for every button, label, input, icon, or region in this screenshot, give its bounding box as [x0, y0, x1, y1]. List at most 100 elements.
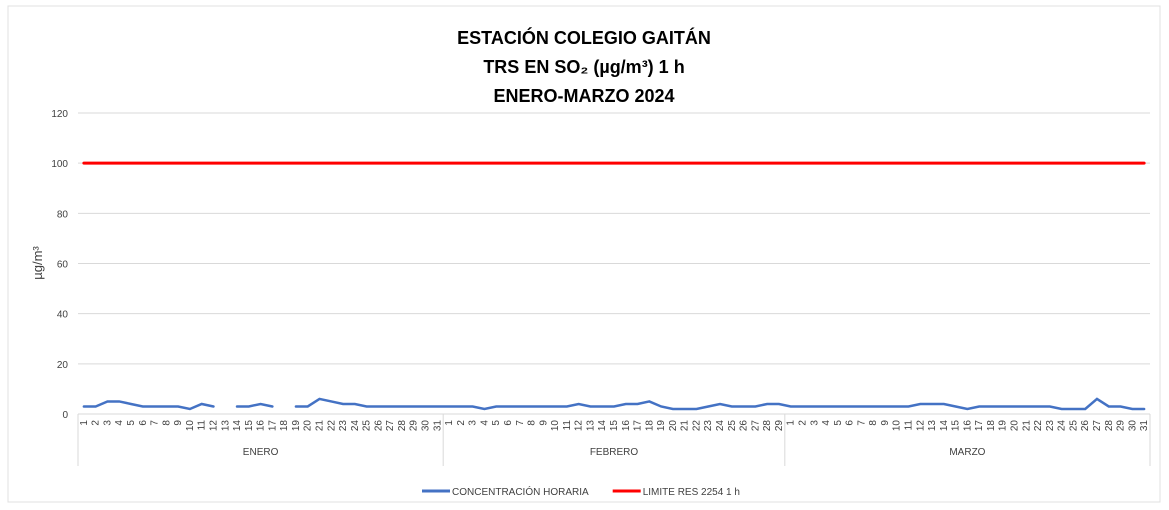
x-tick-label: 10 [892, 420, 903, 432]
x-tick-label: 19 [998, 420, 1009, 432]
y-tick-label: 40 [57, 310, 69, 321]
y-tick-label: 60 [57, 260, 69, 271]
x-tick-label: 23 [1045, 420, 1056, 432]
x-tick-label: 20 [303, 420, 314, 432]
x-tick-label: 19 [291, 420, 302, 432]
x-tick-label: 9 [538, 420, 549, 426]
x-tick-label: 24 [350, 420, 361, 432]
x-tick-label: 16 [621, 420, 632, 432]
x-tick-label: 26 [373, 420, 384, 432]
x-tick-label: 20 [668, 420, 679, 432]
x-tick-label: 24 [715, 420, 726, 432]
x-tick-label: 12 [574, 420, 585, 432]
x-tick-label: 6 [845, 420, 856, 426]
x-tick-label: 5 [833, 420, 844, 426]
x-tick-label: 7 [856, 420, 867, 426]
x-tick-label: 13 [927, 420, 938, 432]
x-tick-label: 6 [138, 420, 149, 426]
x-tick-label: 29 [1116, 420, 1127, 432]
x-tick-label: 18 [986, 420, 997, 432]
x-tick-label: 28 [762, 420, 773, 432]
x-tick-label: 28 [397, 420, 408, 432]
x-tick-label: 29 [774, 420, 785, 432]
x-tick-label: 10 [550, 420, 561, 432]
x-tick-label: 17 [267, 420, 278, 432]
y-tick-label: 20 [57, 360, 69, 371]
x-tick-label: 16 [962, 420, 973, 432]
chart-title: TRS EN SO₂ (µg/m³) 1 h [483, 57, 684, 77]
x-tick-label: 8 [527, 420, 538, 426]
x-tick-label: 28 [1104, 420, 1115, 432]
x-tick-label: 4 [821, 420, 832, 426]
x-group-label: ENERO [243, 447, 279, 458]
x-tick-label: 18 [279, 420, 290, 432]
x-tick-label: 27 [750, 420, 761, 432]
x-tick-label: 30 [1127, 420, 1138, 432]
x-tick-label: 31 [1139, 420, 1150, 432]
y-tick-label: 100 [51, 159, 68, 170]
x-tick-label: 22 [326, 420, 337, 432]
chart-title: ESTACIÓN COLEGIO GAITÁN [457, 27, 711, 48]
y-tick-label: 0 [62, 410, 68, 421]
x-tick-label: 4 [479, 420, 490, 426]
x-tick-label: 14 [597, 420, 608, 432]
x-tick-label: 12 [915, 420, 926, 432]
x-tick-label: 27 [385, 420, 396, 432]
x-tick-label: 21 [1021, 420, 1032, 432]
x-tick-label: 5 [491, 420, 502, 426]
x-tick-label: 21 [680, 420, 691, 432]
x-tick-label: 11 [197, 420, 208, 431]
x-tick-label: 26 [1080, 420, 1091, 432]
legend-label: LIMITE RES 2254 1 h [643, 487, 740, 498]
x-tick-label: 25 [362, 420, 373, 432]
x-tick-label: 13 [220, 420, 231, 432]
x-tick-label: 26 [739, 420, 750, 432]
x-tick-label: 11 [904, 420, 915, 431]
legend-label: CONCENTRACIÓN HORARIA [452, 485, 589, 498]
x-tick-label: 9 [173, 420, 184, 426]
x-tick-label: 18 [644, 420, 655, 432]
x-tick-label: 20 [1010, 420, 1021, 432]
x-tick-label: 27 [1092, 420, 1103, 432]
x-tick-label: 31 [432, 420, 443, 432]
x-tick-label: 6 [503, 420, 514, 426]
x-tick-label: 23 [338, 420, 349, 432]
chart-border [7, 5, 1161, 503]
x-tick-label: 8 [161, 420, 172, 426]
x-tick-label: 14 [232, 420, 243, 432]
x-tick-label: 8 [868, 420, 879, 426]
x-tick-label: 1 [444, 420, 455, 426]
x-tick-label: 3 [102, 420, 113, 426]
x-tick-label: 3 [468, 420, 479, 426]
x-tick-label: 2 [456, 420, 467, 426]
x-tick-label: 16 [256, 420, 267, 432]
x-tick-label: 10 [185, 420, 196, 432]
x-tick-label: 1 [786, 420, 797, 426]
x-tick-label: 9 [880, 420, 891, 426]
x-group-label: MARZO [949, 447, 985, 458]
x-tick-label: 15 [951, 420, 962, 432]
y-axis-label: µg/m³ [30, 246, 45, 280]
x-tick-label: 2 [91, 420, 102, 426]
y-tick-label: 120 [51, 109, 68, 120]
x-tick-label: 13 [585, 420, 596, 432]
x-tick-label: 3 [809, 420, 820, 426]
x-tick-label: 22 [691, 420, 702, 432]
x-tick-label: 23 [703, 420, 714, 432]
x-tick-label: 1 [79, 420, 90, 426]
x-tick-label: 7 [515, 420, 526, 426]
y-tick-label: 80 [57, 209, 69, 220]
x-tick-label: 7 [150, 420, 161, 426]
x-tick-label: 21 [314, 420, 325, 432]
series-line [82, 397, 1146, 411]
x-tick-label: 17 [633, 420, 644, 432]
x-tick-label: 5 [126, 420, 137, 426]
x-tick-label: 4 [114, 420, 125, 426]
x-tick-label: 29 [409, 420, 420, 432]
x-tick-label: 17 [974, 420, 985, 432]
x-tick-label: 11 [562, 420, 573, 431]
x-tick-label: 15 [609, 420, 620, 432]
x-tick-label: 25 [727, 420, 738, 432]
x-tick-label: 12 [208, 420, 219, 432]
